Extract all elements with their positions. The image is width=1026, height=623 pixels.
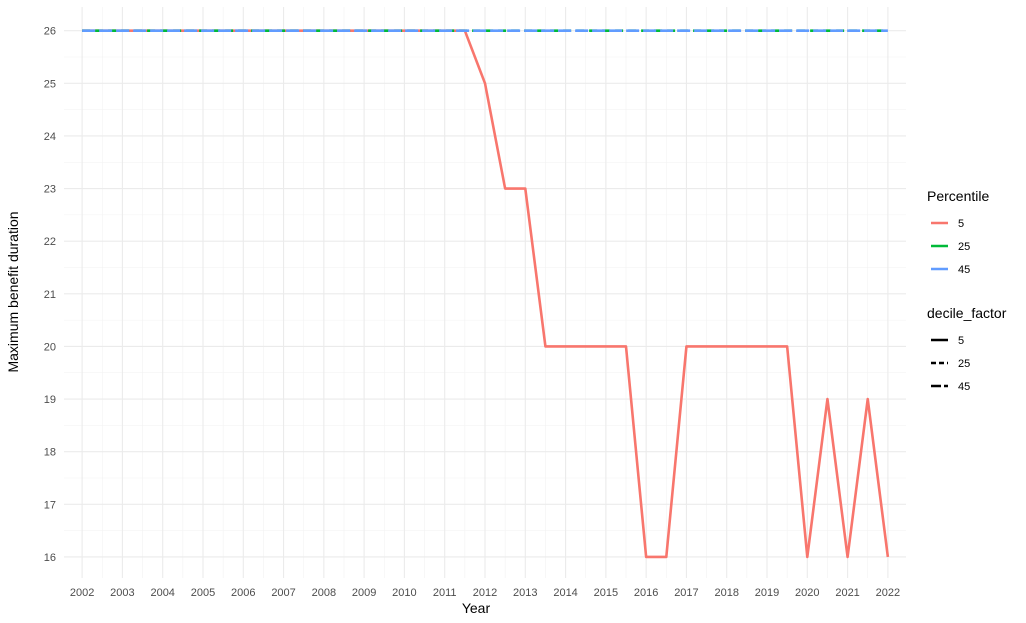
grid-major — [64, 7, 906, 578]
x-tick-label: 2021 — [835, 587, 859, 599]
y-tick-label: 26 — [44, 26, 56, 38]
x-tick-label: 2006 — [231, 587, 255, 599]
x-tick-label: 2015 — [594, 587, 618, 599]
x-tick-label: 2018 — [714, 587, 738, 599]
x-tick-label: 2022 — [876, 587, 900, 599]
x-tick-label: 2007 — [271, 587, 295, 599]
x-tick-label: 2010 — [392, 587, 416, 599]
x-tick-label: 2017 — [674, 587, 698, 599]
x-tick-label: 2013 — [513, 587, 537, 599]
x-tick-label: 2020 — [795, 587, 819, 599]
y-tick-label: 20 — [44, 341, 56, 353]
y-tick-label: 24 — [44, 131, 56, 143]
y-tick-label: 21 — [44, 289, 56, 301]
legend-label: 45 — [958, 381, 970, 393]
x-tick-label: 2005 — [191, 587, 215, 599]
legend: Percentile 5 25 45 decile_factor 5 25 45 — [927, 188, 1007, 393]
y-tick-label: 25 — [44, 78, 56, 90]
x-tick-label: 2008 — [312, 587, 336, 599]
y-tick-label: 18 — [44, 447, 56, 459]
legend-label: 25 — [958, 358, 970, 370]
x-tick-label: 2019 — [755, 587, 779, 599]
series-layer — [82, 29, 890, 559]
legend-label: 45 — [958, 264, 970, 276]
y-tick-label: 22 — [44, 236, 56, 248]
y-tick-label: 16 — [44, 552, 56, 564]
x-tick-label: 2012 — [473, 587, 497, 599]
y-axis-title: Maximum benefit duration — [5, 211, 21, 372]
x-tick-label: 2016 — [634, 587, 658, 599]
legend-title: Percentile — [927, 188, 989, 204]
y-tick-label: 23 — [44, 184, 56, 196]
x-tick-label: 2002 — [70, 587, 94, 599]
x-tick-label: 2009 — [352, 587, 376, 599]
legend-title: decile_factor — [927, 305, 1007, 321]
y-tick-label: 17 — [44, 499, 56, 511]
x-tick-label: 2014 — [553, 587, 577, 599]
x-tick-label: 2004 — [150, 587, 174, 599]
x-tick-label: 2011 — [433, 587, 457, 599]
legend-label: 5 — [958, 218, 964, 230]
legend-label: 5 — [958, 335, 964, 347]
x-axis-title: Year — [462, 600, 491, 616]
legend-label: 25 — [958, 241, 970, 253]
y-tick-labels: 16 17 18 19 20 21 22 23 24 25 26 — [44, 26, 56, 564]
x-tick-labels: 2002 2003 2004 2005 2006 2007 2008 2009 2010 2011… — [70, 587, 900, 599]
x-tick-label: 2003 — [110, 587, 134, 599]
y-tick-label: 19 — [44, 394, 56, 406]
